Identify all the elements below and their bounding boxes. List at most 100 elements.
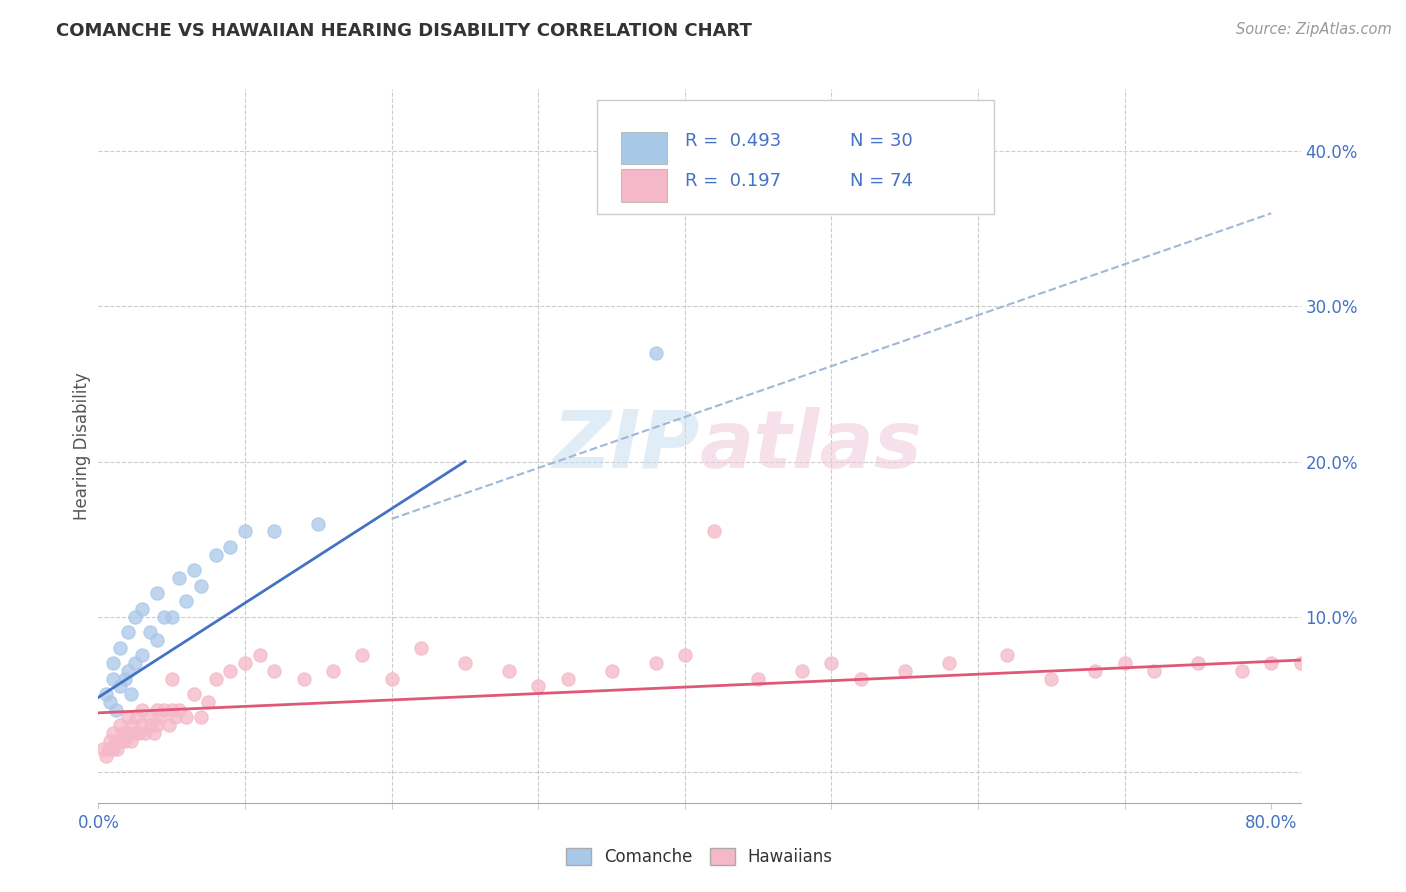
Point [263, 664, 285, 678]
Point [131, 648, 153, 663]
Text: R =  0.493: R = 0.493 [685, 132, 782, 150]
Point [197, 695, 219, 709]
Point [176, 710, 198, 724]
Point [167, 571, 190, 585]
Text: Source: ZipAtlas.com: Source: ZipAtlas.com [1236, 22, 1392, 37]
Point [322, 664, 344, 678]
Point [307, 516, 329, 531]
Point [131, 602, 153, 616]
Point [673, 648, 696, 663]
Point [233, 656, 256, 670]
Point [120, 733, 142, 747]
Point [138, 710, 160, 724]
Point [1260, 656, 1282, 670]
Point [110, 733, 132, 747]
Point [112, 726, 135, 740]
Point [160, 609, 183, 624]
Legend: Comanche, Hawaiians: Comanche, Hawaiians [560, 841, 839, 873]
Point [557, 672, 579, 686]
Point [101, 726, 124, 740]
Point [149, 710, 172, 724]
Point [249, 648, 271, 663]
Point [454, 656, 477, 670]
Point [153, 609, 176, 624]
Point [1114, 656, 1136, 670]
Point [190, 710, 212, 724]
Point [820, 656, 842, 670]
Point [97, 741, 120, 756]
Point [1040, 672, 1063, 686]
Point [204, 672, 226, 686]
Text: N = 74: N = 74 [849, 171, 912, 189]
Point [117, 710, 139, 724]
Text: atlas: atlas [700, 407, 922, 485]
Point [124, 656, 146, 670]
Point [995, 648, 1018, 663]
FancyBboxPatch shape [598, 100, 994, 214]
Point [110, 640, 132, 655]
Point [160, 672, 183, 686]
Point [98, 733, 121, 747]
Point [204, 548, 226, 562]
Point [938, 656, 960, 670]
Point [527, 680, 550, 694]
Point [790, 664, 813, 678]
Point [1187, 656, 1209, 670]
Point [94, 749, 117, 764]
Point [644, 346, 666, 360]
Point [138, 625, 160, 640]
Point [146, 718, 169, 732]
Point [117, 625, 139, 640]
Point [105, 703, 128, 717]
Point [163, 710, 186, 724]
FancyBboxPatch shape [621, 169, 666, 202]
Text: N = 30: N = 30 [849, 132, 912, 150]
Point [183, 687, 205, 701]
Point [1289, 656, 1312, 670]
Point [157, 718, 180, 732]
Point [893, 664, 915, 678]
Point [381, 672, 404, 686]
Point [110, 680, 132, 694]
Text: ZIP: ZIP [553, 407, 700, 485]
Point [91, 741, 114, 756]
Point [98, 695, 121, 709]
Point [131, 703, 153, 717]
Point [105, 733, 128, 747]
Point [110, 718, 132, 732]
Point [146, 632, 169, 647]
Point [1143, 664, 1166, 678]
Point [644, 656, 666, 670]
Point [1348, 664, 1371, 678]
Point [292, 672, 315, 686]
Point [409, 640, 432, 655]
Point [124, 609, 146, 624]
Point [1230, 664, 1253, 678]
Point [747, 672, 769, 686]
Point [120, 687, 142, 701]
Text: COMANCHE VS HAWAIIAN HEARING DISABILITY CORRELATION CHART: COMANCHE VS HAWAIIAN HEARING DISABILITY … [56, 22, 752, 40]
Point [219, 664, 242, 678]
Point [146, 586, 169, 600]
Text: R =  0.197: R = 0.197 [685, 171, 782, 189]
Point [146, 703, 169, 717]
Point [141, 718, 163, 732]
Point [114, 733, 136, 747]
Point [134, 726, 156, 740]
Point [263, 524, 285, 539]
Point [114, 672, 136, 686]
Point [125, 710, 148, 724]
Point [124, 726, 146, 740]
Point [121, 718, 143, 732]
Point [94, 687, 117, 701]
Point [101, 672, 124, 686]
Point [143, 726, 166, 740]
Point [1319, 648, 1341, 663]
Point [233, 524, 256, 539]
Point [117, 726, 139, 740]
Point [219, 540, 242, 554]
Point [1084, 664, 1107, 678]
Point [498, 664, 520, 678]
Point [703, 524, 725, 539]
Point [117, 664, 139, 678]
